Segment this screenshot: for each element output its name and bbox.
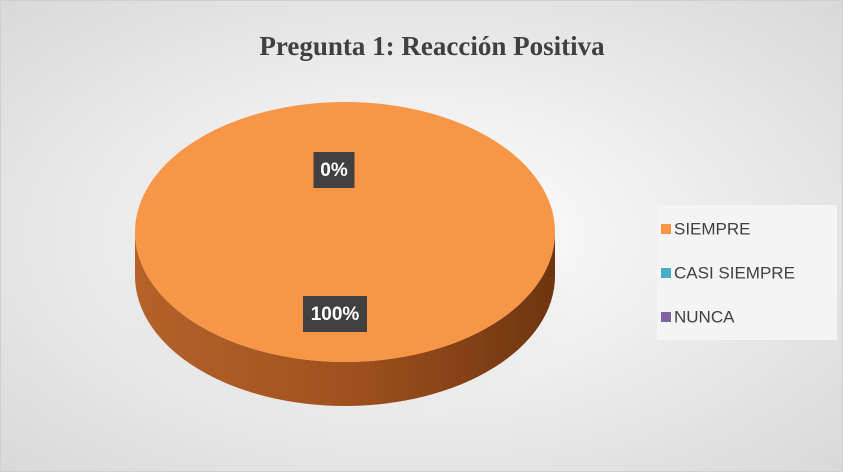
pie-side	[135, 232, 555, 406]
pie-slice	[135, 102, 555, 362]
legend-swatch	[661, 312, 671, 322]
legend-swatch	[661, 268, 671, 278]
data-label-box	[303, 296, 367, 332]
legend-box	[657, 205, 837, 340]
chart-title: Pregunta 1: Reacción Positiva	[259, 31, 605, 61]
legend-swatch	[661, 224, 671, 234]
data-label-box	[313, 152, 355, 188]
legend-label: SIEMPRE	[674, 219, 751, 238]
data-label: 0%	[320, 160, 348, 181]
data-label: 100%	[311, 304, 360, 325]
legend-label: NUNCA	[674, 307, 735, 326]
legend-label: CASI SIEMPRE	[674, 263, 795, 282]
